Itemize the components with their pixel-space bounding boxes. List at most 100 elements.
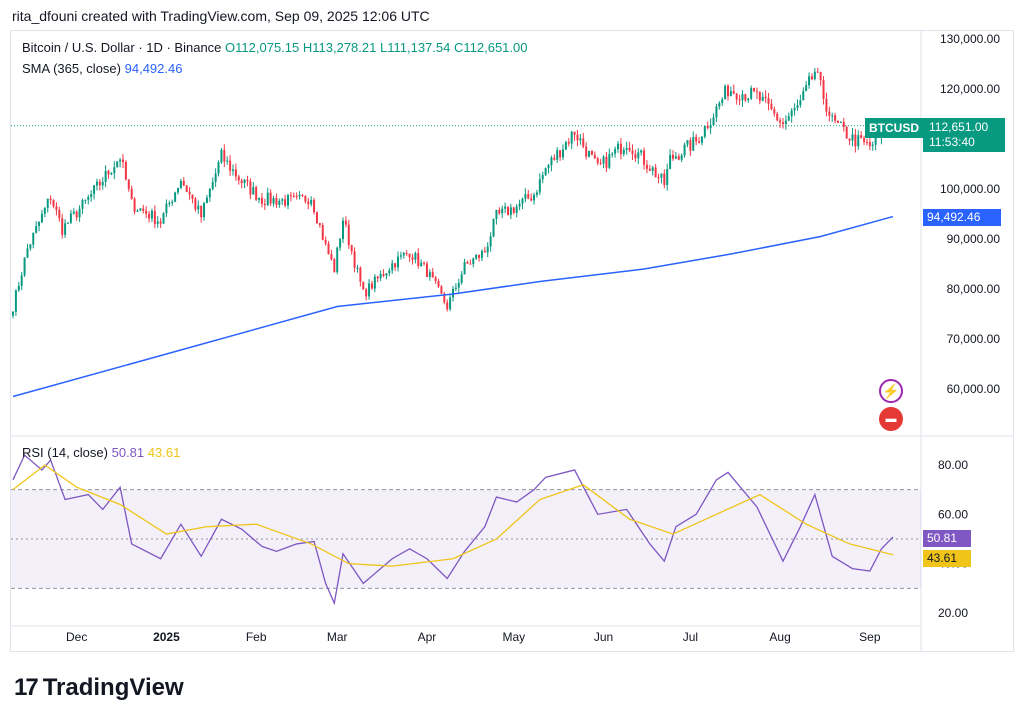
ohlc-low: L111,137.54 [380, 40, 451, 55]
candle-body [767, 98, 770, 104]
candle-body [625, 147, 628, 150]
candle-body [715, 106, 718, 118]
candle-body [648, 168, 651, 171]
candle-body [848, 138, 851, 141]
candle-body [226, 160, 229, 162]
candle-body [845, 127, 848, 139]
candle-body [674, 156, 677, 159]
candle-body [617, 143, 619, 150]
candle-body [614, 149, 617, 154]
candle-body [773, 109, 776, 114]
candle-body [211, 181, 214, 189]
candle-body [43, 207, 46, 214]
candle-body [579, 138, 582, 141]
symbol-tag: BTCUSD [865, 118, 923, 138]
candle-body [816, 71, 819, 73]
sma-label: SMA (365, close) [22, 61, 121, 76]
candle-body [90, 194, 93, 198]
candle-body [428, 272, 431, 277]
candle-body [258, 197, 261, 200]
candle-body [440, 286, 443, 294]
rsi-legend: RSI (14, close) 50.81 43.61 [22, 445, 180, 460]
ohlc-close: C112,651.00 [454, 40, 528, 55]
candle-body [588, 150, 591, 157]
candle-body [478, 255, 481, 258]
candle-body [784, 120, 787, 125]
candle-body [755, 91, 758, 93]
candle-body [26, 248, 29, 258]
candle-body [677, 156, 680, 160]
main-legend: Bitcoin / U.S. Dollar · 1D · Binance O11… [22, 40, 528, 55]
sma-line [12, 215, 894, 398]
candle-body [810, 76, 813, 80]
candle-body [489, 236, 492, 247]
price-axis-tick: 100,000.00 [940, 182, 1000, 196]
rsi-label: RSI (14, close) [22, 445, 108, 460]
time-axis-label: 2025 [153, 630, 180, 644]
candle-body [512, 207, 515, 213]
candle-body [718, 103, 721, 107]
candle-body [721, 99, 724, 104]
candle-body [208, 188, 211, 198]
time-axis-label: Dec [66, 630, 87, 644]
price-axis-tick: 130,000.00 [940, 32, 1000, 46]
candle-body [842, 121, 845, 128]
candle-body [805, 85, 808, 92]
candle-body [145, 210, 148, 214]
candle-body [342, 220, 344, 240]
candle-body [480, 250, 483, 258]
candle-body [159, 221, 162, 224]
candle-body [521, 198, 524, 204]
candle-body [29, 244, 32, 249]
time-axis-label: May [502, 630, 525, 644]
candle-body [709, 125, 712, 129]
candle-body [865, 141, 868, 143]
candle-body [107, 170, 110, 175]
candle-body [834, 115, 837, 121]
candle-body [84, 199, 87, 201]
candle-body [14, 290, 17, 312]
candle-body [446, 302, 449, 310]
candle-body [582, 138, 585, 147]
us-flag-icon[interactable]: ▬ [879, 407, 903, 431]
candle-body [232, 169, 234, 171]
candle-body [49, 198, 52, 201]
candle-body [463, 261, 466, 275]
flash-icon[interactable]: ⚡ [879, 379, 903, 403]
candle-body [732, 91, 735, 94]
candle-body [391, 263, 394, 271]
sma-value: 94,492.46 [124, 61, 183, 76]
rsi-axis-tick: 80.00 [938, 458, 968, 472]
candle-body [831, 115, 834, 117]
rsi-value: 50.81 [111, 445, 145, 460]
tradingview-logo[interactable]: 17 TradingView [14, 674, 184, 702]
candle-body [559, 150, 562, 158]
candle-body [87, 197, 90, 200]
candle-body [127, 179, 130, 189]
candle-body [544, 168, 547, 175]
candle-body [541, 174, 544, 180]
candle-body [119, 159, 122, 162]
candle-body [608, 154, 611, 168]
time-axis-label: Sep [859, 630, 881, 644]
candle-body [373, 276, 376, 289]
sma-price-tag: 94,492.46 [923, 209, 1001, 226]
candle-body [20, 275, 23, 286]
candle-body [275, 198, 278, 205]
candle-body [619, 143, 622, 155]
candle-body [237, 176, 240, 181]
candle-body [382, 273, 385, 276]
candle-body [379, 273, 382, 279]
candle-body [104, 170, 107, 183]
candle-body [593, 154, 596, 159]
candle-body [165, 203, 168, 214]
candle-body [35, 226, 38, 233]
candle-body [174, 192, 177, 202]
candle-body [851, 134, 854, 141]
candle-body [376, 276, 379, 279]
candle-body [443, 293, 446, 303]
candle-body [58, 209, 61, 219]
candle-body [782, 122, 784, 125]
candle-body [686, 140, 689, 145]
